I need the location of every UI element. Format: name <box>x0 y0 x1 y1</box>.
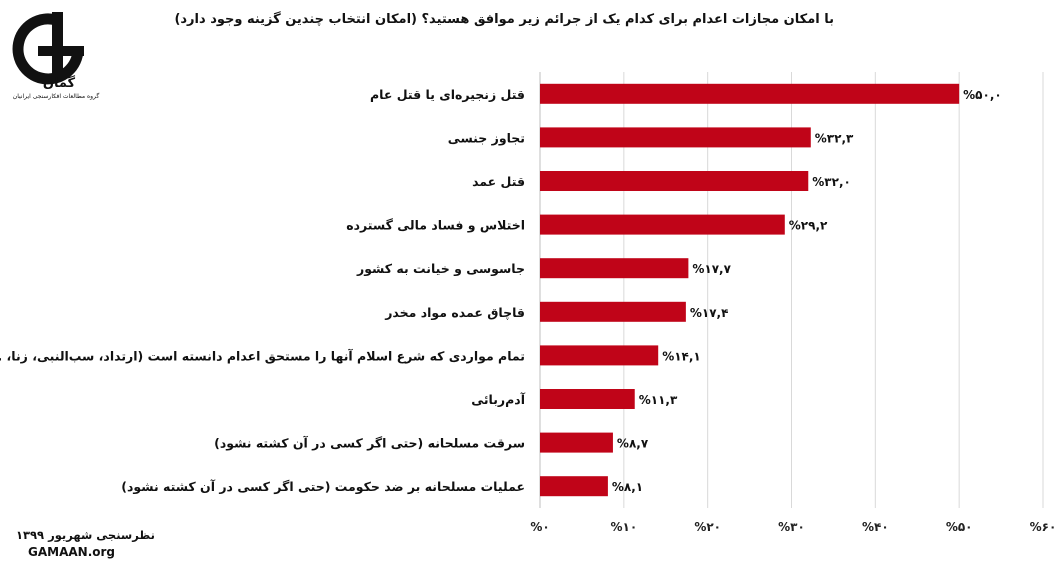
x-tick-label: %۱۰ <box>610 520 637 534</box>
logo-subtitle: گروه مطالعات افکارسنجی ایرانیان <box>12 93 100 100</box>
website-link[interactable]: GAMAAN.org <box>28 545 116 559</box>
category-label: سرقت مسلحانه (حتی اگر کسی در آن کشته نشو… <box>214 436 525 451</box>
bar <box>540 214 785 235</box>
gamaan-logo-icon <box>12 12 84 85</box>
bar <box>540 301 686 322</box>
category-label: قتل زنجیره‌ای یا قتل عام <box>370 87 525 103</box>
data-label: %۱۷,۷ <box>692 262 731 276</box>
data-label: %۱۷,۴ <box>690 306 729 320</box>
survey-date: نظرسنجی شهریور ۱۳۹۹ <box>16 528 155 542</box>
bar <box>540 258 689 279</box>
category-label: تمام مواردی که شرع اسلام آنها را مستحق ا… <box>0 348 525 364</box>
category-label: اختلاس و فساد مالی گسترده <box>346 218 525 233</box>
data-label: %۳۲,۳ <box>815 131 854 145</box>
data-label: %۸,۱ <box>612 480 643 494</box>
bar <box>540 432 613 453</box>
category-label: آدم‌ربائی <box>471 392 525 408</box>
bar <box>540 476 608 497</box>
data-label: %۸,۷ <box>617 437 649 451</box>
logo-name: گمان <box>42 76 76 91</box>
x-tick-label: %۵۰ <box>946 520 973 534</box>
data-label: %۱۱,۳ <box>639 393 678 407</box>
x-tick-label: %۲۰ <box>694 520 721 534</box>
category-label: قاچاق عمده مواد مخدر <box>384 305 525 320</box>
x-tick-label: %۰ <box>530 520 549 534</box>
x-tick-label: %۴۰ <box>862 520 889 534</box>
bar <box>540 345 659 366</box>
category-label: عملیات مسلحانه بر ضد حکومت (حتی اگر کسی … <box>121 479 525 494</box>
data-label: %۲۹,۲ <box>789 219 828 233</box>
category-label: جاسوسی و خیانت به کشور <box>356 261 525 276</box>
category-label: قتل عمد <box>472 174 525 189</box>
x-tick-label: %۳۰ <box>778 520 805 534</box>
bar <box>540 127 811 148</box>
data-label: %۵۰,۰ <box>963 88 1002 102</box>
bar <box>540 83 960 104</box>
bar <box>540 171 809 191</box>
data-label: %۱۴,۱ <box>662 349 701 363</box>
bar <box>540 389 635 409</box>
chart-title: با امکان مجازات اعدام برای کدام یک از جر… <box>174 12 834 27</box>
category-label: تجاوز جنسی <box>448 130 525 145</box>
x-tick-label: %۶۰ <box>1030 520 1057 534</box>
data-label: %۳۲,۰ <box>812 175 851 189</box>
